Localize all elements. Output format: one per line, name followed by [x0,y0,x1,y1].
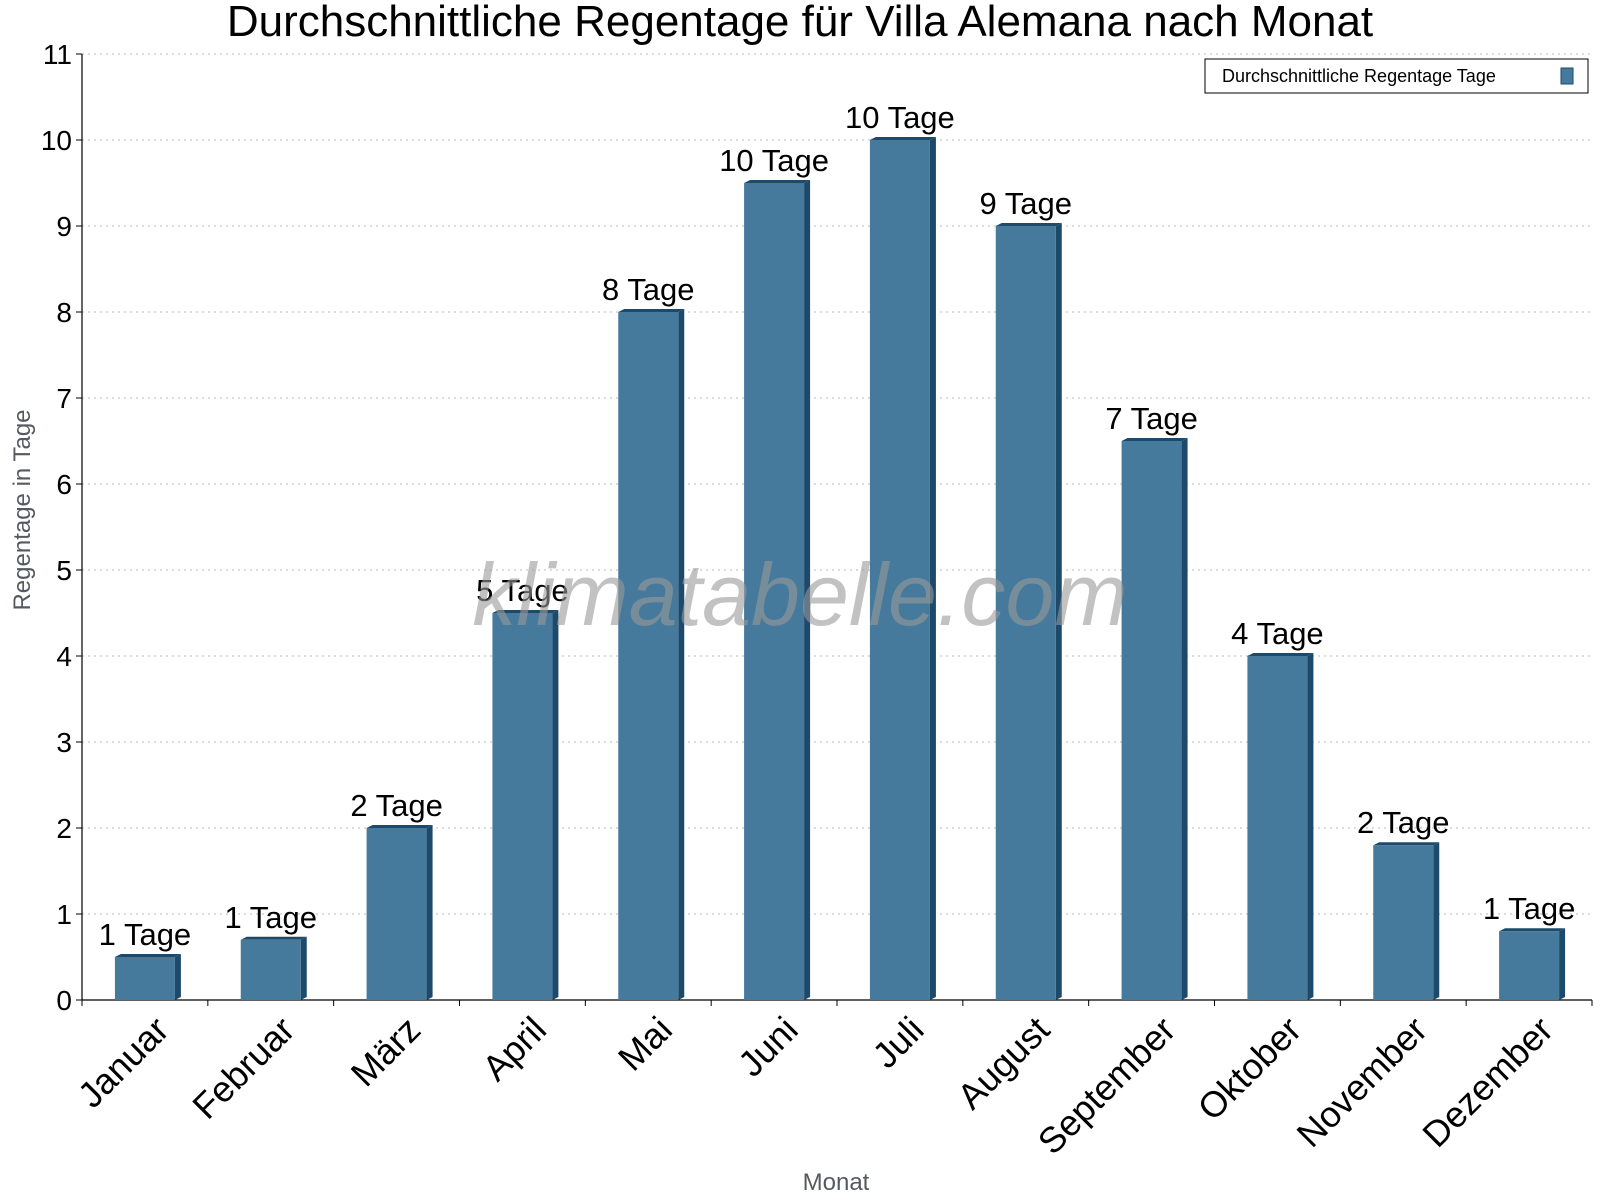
x-tick-label: September [1030,1009,1184,1163]
x-tick-label: Oktober [1190,1009,1310,1129]
bar-top [114,954,181,957]
y-tick-label: 11 [43,39,72,70]
bar-top [618,309,685,312]
bar-side [552,610,559,1000]
bar-side [1181,438,1188,1000]
legend-label: Durchschnittliche Regentage Tage [1222,66,1496,86]
y-tick-label: 1 [56,899,72,930]
x-tick-label: Dezember [1414,1009,1560,1155]
data-label: 10 Tage [845,100,955,135]
bar [744,180,811,1000]
data-label: 1 Tage [224,900,317,935]
legend-swatch [1560,67,1574,85]
bar [1373,842,1440,1000]
bar-side [426,825,433,1000]
bar-top [1121,438,1188,441]
bar-face [1247,656,1308,1000]
bar-face [1373,845,1434,1000]
watermark: klimatabelle.com [472,545,1127,644]
bar [995,223,1062,1000]
y-tick-label: 2 [56,813,72,844]
bar-face [240,939,301,1000]
bar-side [678,309,685,1000]
x-tick-label: Februar [184,1009,302,1127]
bar-top [744,180,811,183]
legend: Durchschnittliche Regentage Tage [1204,58,1589,94]
bar-side [300,936,307,1000]
data-label: 2 Tage [350,788,443,823]
y-tick-label: 10 [41,125,72,156]
x-tick-label: November [1288,1009,1434,1155]
data-label: 1 Tage [99,917,192,952]
bar-top [366,825,433,828]
bar-top [1499,928,1566,932]
bar [114,954,181,1000]
bar [1121,438,1188,1000]
bar-side [174,954,181,1000]
bar-side [1055,223,1062,1000]
x-tick-label: März [343,1009,429,1095]
chart-title: Durchschnittliche Regentage für Villa Al… [227,0,1373,46]
data-label: 10 Tage [719,143,829,178]
bar-side [1559,928,1566,1000]
data-labels: 1 Tage 1 Tage 2 Tage 5 Tage 8 Tage 10 Tage 10 … [99,100,1576,952]
x-tick-label: April [474,1009,554,1089]
bar-side [804,180,811,1000]
bar [240,936,307,1000]
bar [869,137,936,1000]
bar-top [492,610,559,613]
x-tick-label: Januar [70,1009,177,1116]
bar-face [114,957,175,1000]
grid-lines [82,53,1592,915]
bar-top [995,223,1062,226]
y-tick-label: 9 [56,211,72,242]
bar-top [240,936,307,940]
bar-face [1499,931,1560,1000]
x-tick-label: Juni [730,1009,806,1085]
bar [1499,928,1566,1000]
data-label: 9 Tage [979,186,1072,221]
y-tick-label: 4 [56,641,72,672]
y-tick-label: 0 [56,985,72,1016]
bar-face [492,613,553,1000]
bar [618,309,685,1000]
bars [114,137,1566,1000]
bar-side [1307,653,1314,1000]
bar [1247,653,1314,1000]
y-tick-label: 8 [56,297,72,328]
y-tick-label: 5 [56,555,72,586]
data-label: 7 Tage [1105,401,1198,436]
bar [492,610,559,1000]
bar-face [366,828,427,1000]
y-tick-label: 7 [56,383,72,414]
bar-face [869,140,930,1000]
bar-face [1121,441,1182,1000]
data-label: 5 Tage [476,573,569,608]
bar-face [995,226,1056,1000]
x-tick-label: Juli [864,1009,931,1076]
bar-top [1247,653,1314,656]
data-label: 2 Tage [1357,805,1450,840]
x-tick-label: Mai [610,1009,680,1079]
data-label: 8 Tage [602,272,695,307]
bar-side [1433,842,1440,1000]
y-tick-labels: 0 1 2 3 4 5 6 7 8 9 10 11 [41,39,72,1016]
legend-box [1204,58,1589,94]
bar-face [618,312,679,1000]
bar-face [744,183,805,1000]
y-tick-label: 6 [56,469,72,500]
bar-top [1373,842,1440,846]
bar-side [929,137,936,1000]
axes [76,53,1593,1006]
data-label: 4 Tage [1231,616,1324,651]
x-axis-label: Monat [803,1169,870,1196]
bar-top [869,137,936,140]
y-axis-label: Regentage in Tage [9,409,36,610]
y-tick-label: 3 [56,727,72,758]
bar [366,825,433,1000]
x-tick-labels: Januar Februar März April Mai Juni Juli AugustS… [70,1009,1561,1163]
data-label: 1 Tage [1483,891,1576,926]
x-tick-label: August [949,1009,1057,1117]
